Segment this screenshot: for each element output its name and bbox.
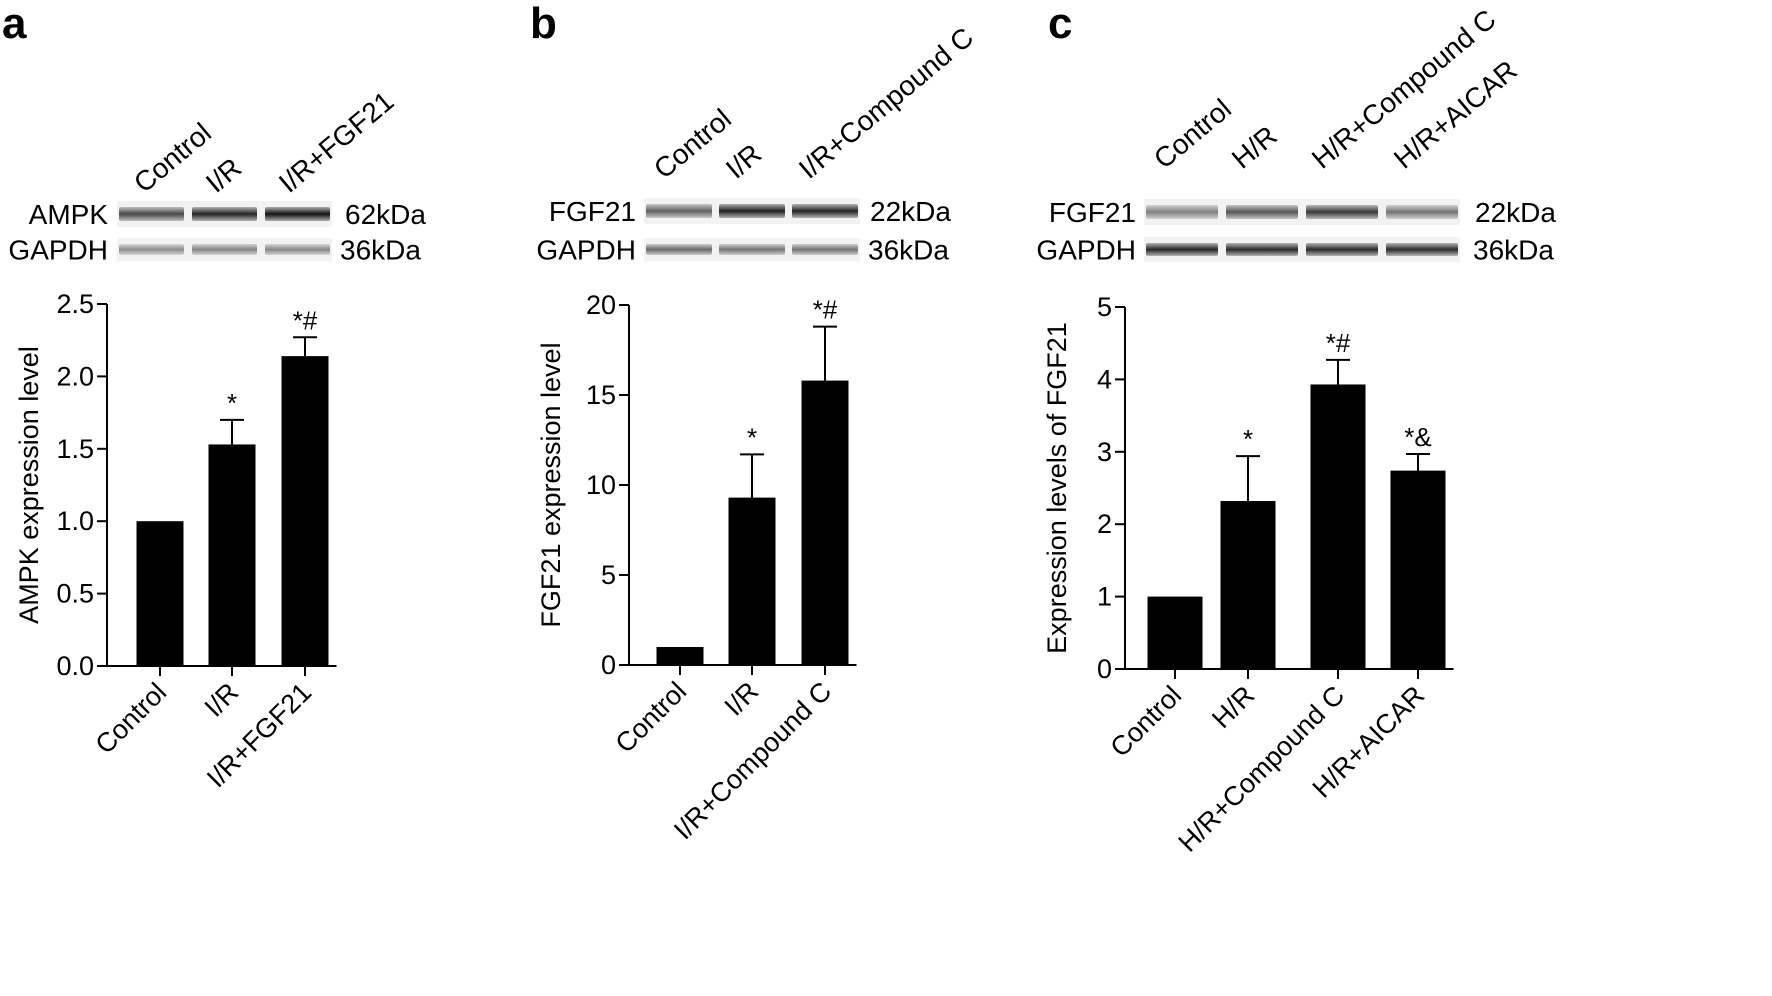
blot-band bbox=[1386, 205, 1458, 219]
blot-band bbox=[719, 204, 785, 218]
blot-kda-label: 22kDa bbox=[870, 196, 951, 227]
significance-mark: *# bbox=[1326, 328, 1351, 358]
blot-kda-label: 36kDa bbox=[868, 235, 949, 266]
blot-band-label: FGF21 bbox=[549, 196, 636, 227]
blot-band-label: AMPK bbox=[29, 199, 109, 230]
panel-letter: c bbox=[1048, 0, 1072, 48]
blot-lane-label: Control bbox=[1148, 93, 1237, 175]
x-tick-label: Control bbox=[609, 676, 692, 759]
blot-lane-label: Control bbox=[128, 117, 217, 199]
y-tick-label: 10 bbox=[586, 470, 616, 500]
blot-lane-label: H/R bbox=[1226, 120, 1283, 175]
y-tick-label: 2.0 bbox=[56, 361, 94, 391]
significance-mark: *& bbox=[1404, 422, 1431, 452]
blot-band bbox=[792, 244, 858, 255]
panel-letter: b bbox=[530, 0, 557, 48]
blot-kda-label: 36kDa bbox=[1473, 235, 1554, 266]
significance-mark: * bbox=[227, 388, 237, 418]
y-tick-label: 2.5 bbox=[56, 289, 94, 319]
blot-band bbox=[192, 244, 257, 255]
y-tick-label: 0 bbox=[601, 650, 616, 680]
blot-band-label: GAPDH bbox=[1036, 235, 1136, 266]
y-tick-label: 5 bbox=[601, 560, 616, 590]
blot-band bbox=[1146, 243, 1218, 256]
bar bbox=[136, 521, 184, 666]
y-axis-label: AMPK expression level bbox=[14, 346, 44, 624]
blot-band bbox=[1146, 205, 1218, 219]
significance-mark: *# bbox=[813, 295, 838, 325]
blot-lane-label: I/R+FGF21 bbox=[273, 85, 400, 198]
bar bbox=[1390, 470, 1446, 669]
y-tick-label: 3 bbox=[1097, 437, 1112, 467]
blot-kda-label: 22kDa bbox=[1475, 197, 1556, 228]
blot-lane-label: I/R bbox=[200, 152, 247, 199]
blot-band bbox=[119, 244, 184, 255]
bar bbox=[208, 444, 256, 666]
y-tick-label: 1.0 bbox=[56, 506, 94, 536]
blot-band bbox=[1306, 243, 1378, 256]
bar bbox=[1310, 384, 1366, 669]
blot-kda-label: 36kDa bbox=[340, 235, 421, 266]
x-tick-label: Control bbox=[89, 677, 172, 760]
blot-band bbox=[119, 207, 184, 221]
significance-mark: *# bbox=[293, 305, 318, 335]
bar bbox=[1220, 501, 1276, 669]
bar bbox=[1147, 596, 1203, 669]
y-tick-label: 0.0 bbox=[56, 651, 94, 681]
blot-band bbox=[646, 244, 712, 255]
y-axis-label: FGF21 expression level bbox=[536, 342, 566, 627]
blot-band bbox=[1306, 205, 1378, 219]
blot-band bbox=[792, 204, 858, 218]
x-tick-label: I/R bbox=[199, 677, 245, 723]
significance-mark: * bbox=[747, 422, 757, 452]
x-tick-label: Control bbox=[1104, 680, 1187, 763]
y-tick-label: 1.5 bbox=[56, 434, 94, 464]
panel-letter: a bbox=[2, 0, 27, 48]
blot-lane-label: Control bbox=[648, 103, 737, 185]
y-axis-label: Expression levels of FGF21 bbox=[1042, 322, 1072, 654]
y-tick-label: 2 bbox=[1097, 509, 1112, 539]
blot-band-label: FGF21 bbox=[1049, 197, 1136, 228]
x-tick-label: I/R bbox=[719, 676, 765, 722]
y-tick-label: 0 bbox=[1097, 654, 1112, 684]
blot-band bbox=[1226, 243, 1298, 256]
blot-band bbox=[646, 204, 712, 218]
bar bbox=[728, 497, 776, 665]
blot-band bbox=[265, 207, 330, 221]
blot-band-label: GAPDH bbox=[8, 235, 108, 266]
y-tick-label: 0.5 bbox=[56, 579, 94, 609]
blot-band-label: GAPDH bbox=[536, 235, 636, 266]
x-tick-label: H/R bbox=[1206, 680, 1260, 734]
y-tick-label: 15 bbox=[586, 380, 616, 410]
blot-lane-label: I/R bbox=[720, 138, 767, 185]
y-tick-label: 5 bbox=[1097, 292, 1112, 322]
y-tick-label: 20 bbox=[586, 290, 616, 320]
bar bbox=[281, 356, 329, 666]
blot-band bbox=[265, 244, 330, 255]
blot-band bbox=[719, 244, 785, 255]
y-tick-label: 4 bbox=[1097, 364, 1112, 394]
bar bbox=[656, 647, 704, 665]
y-tick-label: 1 bbox=[1097, 582, 1112, 612]
blot-band bbox=[1386, 243, 1458, 256]
bar bbox=[801, 380, 849, 665]
blot-band bbox=[192, 207, 257, 221]
blot-kda-label: 62kDa bbox=[345, 199, 426, 230]
blot-lane-label: I/R+Compound C bbox=[793, 21, 979, 184]
blot-band bbox=[1226, 205, 1298, 219]
significance-mark: * bbox=[1243, 424, 1253, 454]
